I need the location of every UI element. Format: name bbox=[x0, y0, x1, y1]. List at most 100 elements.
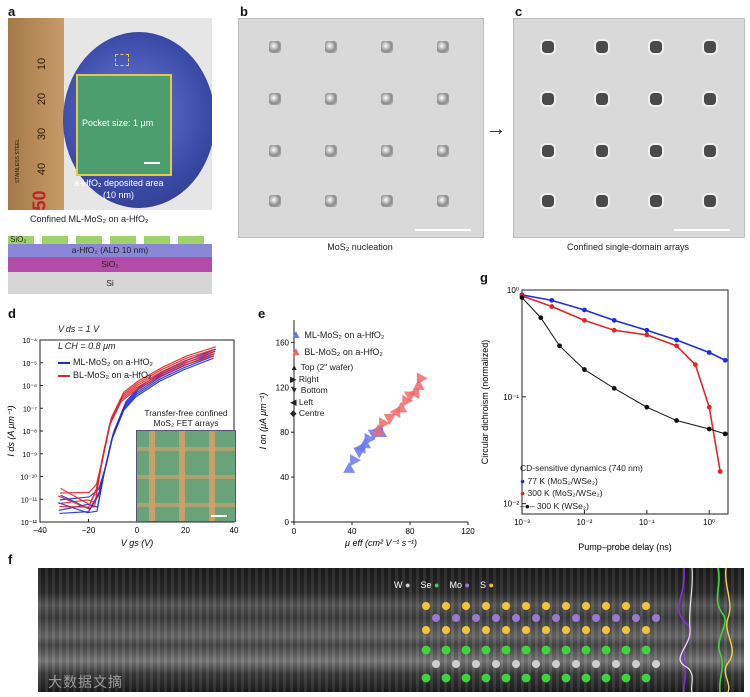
fet-inset-title-2: MoS₂ FET arrays bbox=[153, 418, 219, 428]
chart-d: 10⁻⁴10⁻⁵10⁻⁶10⁻⁷10⁻⁸10⁻⁹10⁻¹⁰10⁻¹¹10⁻¹²−… bbox=[6, 338, 239, 548]
sem-pocket bbox=[596, 195, 608, 207]
atom-mo bbox=[432, 614, 440, 622]
sem-pocket bbox=[542, 195, 554, 207]
layer-si: Si bbox=[8, 272, 212, 294]
chart-g-point bbox=[722, 431, 728, 437]
atom-s bbox=[442, 602, 450, 610]
atom-s bbox=[502, 602, 510, 610]
chart-e-xtick-label: 40 bbox=[348, 527, 357, 536]
ruler-small-text: STAINLESS STEEL bbox=[15, 138, 22, 184]
sem-pocket bbox=[325, 93, 337, 105]
sem-pocket bbox=[542, 41, 554, 53]
legend-e: ▲ ML-MoS₂ on a-HfO₂ ▲ BL-MoS₂ on a-HfO₂ bbox=[290, 326, 384, 360]
profile-purple bbox=[678, 568, 691, 692]
chart-g-point bbox=[582, 317, 587, 323]
legend-d-bl: BL-MoS₂ on a-HfO₂ bbox=[58, 370, 152, 380]
sem-pocket bbox=[650, 93, 662, 105]
chart-g-point bbox=[644, 327, 650, 333]
chart-d-ylabel: I ds (A μm⁻¹) bbox=[6, 405, 16, 456]
chart-e-xtick-label: 120 bbox=[461, 527, 475, 536]
sem-arrays-image bbox=[513, 18, 745, 238]
chart-e-ytick-label: 120 bbox=[276, 383, 290, 392]
atom-mo bbox=[532, 614, 540, 622]
sem-pocket bbox=[542, 145, 554, 157]
chart-d-ytick-label: 10⁻¹² bbox=[21, 520, 38, 527]
chart-e-ylabel: I on (μA μm⁻¹) bbox=[258, 393, 268, 450]
profile-green bbox=[716, 568, 726, 692]
sem-scale-bar bbox=[674, 229, 730, 231]
chart-g-ytick-label: 10⁻² bbox=[503, 500, 519, 509]
atom-s bbox=[502, 626, 510, 634]
chart-e-xlabel: μ eff (cm² V⁻¹ s⁻¹) bbox=[344, 538, 417, 548]
sem-pocket bbox=[437, 145, 449, 157]
chart-g-xtick-label: 10⁻¹ bbox=[639, 518, 655, 527]
atom-se bbox=[541, 645, 551, 655]
marker-centre-label: Centre bbox=[298, 408, 325, 418]
sem-pocket bbox=[269, 41, 281, 53]
atom-se bbox=[441, 673, 451, 683]
sem-pocket bbox=[704, 41, 716, 53]
atom-se bbox=[421, 645, 431, 655]
ruler-mark: 10 bbox=[36, 57, 49, 71]
atom-mo bbox=[572, 614, 580, 622]
sem-pocket bbox=[269, 195, 281, 207]
chart-e-ytick-label: 80 bbox=[280, 428, 289, 437]
chart-g-point bbox=[674, 418, 679, 423]
chart-g-xtick-label: 10⁰ bbox=[703, 518, 715, 527]
atom-legend: W ● Se ● Mo ● S ● bbox=[394, 580, 494, 590]
marker-right-label: Right bbox=[298, 373, 319, 384]
chart-d-xtick-label: 0 bbox=[135, 526, 140, 535]
atom-mo bbox=[492, 614, 500, 622]
atom-s bbox=[522, 626, 530, 634]
ruler: 10 20 30 40 50 STAINLESS STEEL bbox=[8, 18, 64, 210]
atom-w bbox=[472, 660, 480, 668]
chart-g-point bbox=[644, 332, 650, 338]
atom-w bbox=[572, 660, 580, 668]
atom-w bbox=[512, 660, 520, 668]
sem-pocket bbox=[596, 93, 608, 105]
legend-d-bl-label: BL-MoS₂ on a-HfO₂ bbox=[73, 370, 152, 380]
chart-g-ytick-label: 10⁰ bbox=[507, 286, 519, 295]
atom-mo-label: Mo bbox=[449, 580, 462, 590]
chart-g-point bbox=[538, 315, 544, 321]
sem-pocket bbox=[437, 93, 449, 105]
chart-g-ytick-label: 10⁻¹ bbox=[503, 393, 519, 402]
layer-sio2-top bbox=[8, 236, 212, 244]
atom-mo bbox=[652, 614, 660, 622]
sem-pocket bbox=[542, 93, 554, 105]
atom-se bbox=[561, 673, 571, 683]
sem-pocket bbox=[381, 41, 393, 53]
panel-b-label: b bbox=[240, 4, 248, 19]
ruler-mark: 40 bbox=[36, 162, 49, 176]
chart-e-point bbox=[372, 423, 385, 435]
atom-w bbox=[492, 660, 500, 668]
legend-g-77k-label: 77 K (MoS₂/WSe₂) bbox=[527, 475, 598, 486]
chart-g-point bbox=[692, 362, 698, 368]
atom-w bbox=[592, 660, 600, 668]
atom-w bbox=[652, 660, 660, 668]
chart-e-ytick-label: 0 bbox=[285, 518, 290, 527]
panel-f-label: f bbox=[8, 552, 13, 567]
chart-g-point bbox=[582, 367, 587, 372]
deposit-text: a-HfO₂ deposited area bbox=[74, 178, 164, 188]
chart-g-point bbox=[674, 337, 679, 343]
panel-a-label: a bbox=[8, 4, 16, 19]
atom-se bbox=[461, 645, 471, 655]
chart-g-point bbox=[674, 343, 679, 349]
fet-array-inset bbox=[136, 430, 236, 522]
atom-mo bbox=[452, 614, 460, 622]
chart-d-ytick-label: 10⁻⁶ bbox=[23, 384, 37, 391]
chart-d-ytick-label: 10⁻¹⁰ bbox=[20, 474, 37, 482]
atom-w bbox=[612, 660, 620, 668]
layer-hfo2: a-HfO₂ (ALD 10 nm) bbox=[8, 244, 212, 257]
chart-d-xtick-label: 20 bbox=[181, 526, 190, 535]
atom-se bbox=[561, 645, 571, 655]
pocket-scale-bar bbox=[144, 162, 160, 164]
marker-centre: ◆ Centre bbox=[290, 408, 325, 418]
chart-d-ytick-label: 10⁻⁴ bbox=[23, 338, 38, 345]
layer-sio2: SiO₂ bbox=[8, 257, 212, 272]
atom-s bbox=[642, 602, 650, 610]
legend-g-wse2: –●– 300 K (WSe₂) bbox=[520, 500, 589, 511]
sem-pocket bbox=[325, 195, 337, 207]
atomic-model bbox=[421, 602, 660, 683]
